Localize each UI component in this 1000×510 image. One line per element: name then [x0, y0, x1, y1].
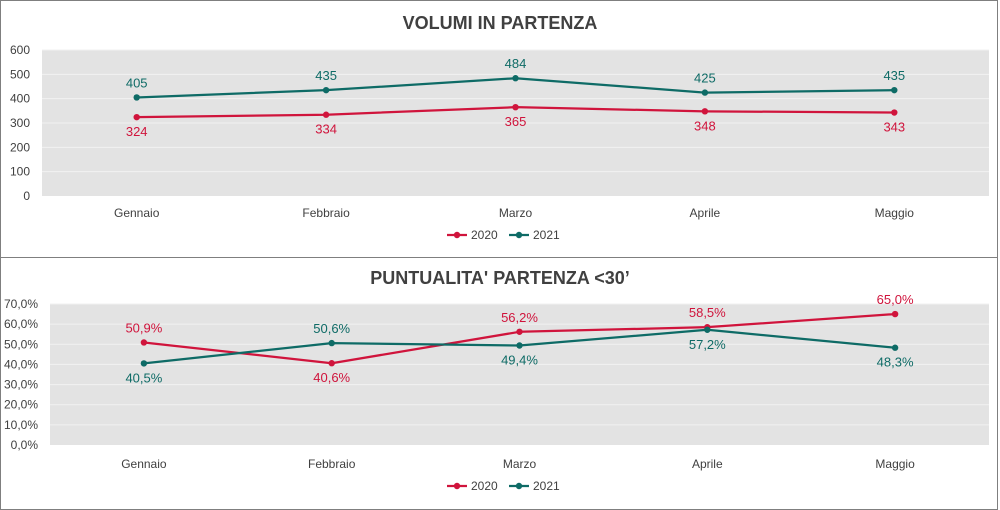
y-tick-label: 60,0% — [4, 317, 38, 331]
x-tick-label: Gennaio — [114, 206, 160, 220]
y-tick-label: 70,0% — [4, 297, 38, 311]
data-point-2020 — [516, 328, 523, 335]
data-label-2021: 425 — [694, 71, 716, 86]
puntualita-chart-panel: PUNTUALITA' PARTENZA <30’ 0,0% 10,0% 20,0% 3… — [0, 258, 998, 510]
data-point-2021 — [704, 326, 711, 333]
x-tick-label: Aprile — [692, 457, 723, 471]
data-point-2020 — [322, 111, 330, 118]
x-tick-label: Aprile — [690, 206, 721, 220]
data-point-2021 — [328, 339, 335, 347]
x-tick-label: Febbraio — [302, 206, 350, 220]
legend-label-2020: 2020 — [471, 228, 498, 242]
data-point-2020 — [133, 113, 140, 121]
data-point-2020 — [512, 103, 519, 111]
data-label-2020: 324 — [126, 124, 148, 139]
data-point-2021 — [891, 344, 899, 351]
y-tick-label: 0 — [23, 189, 30, 203]
x-tick-label: Marzo — [499, 206, 533, 220]
data-point-2020 — [140, 339, 148, 346]
data-label-2021: 49,4% — [501, 352, 538, 367]
volumi-chart-panel: VOLUMI IN PARTENZA 0 100 200 300 400 500 600 Gen… — [0, 0, 998, 258]
data-point-2021 — [516, 342, 523, 349]
y-tick-label: 0,0% — [11, 438, 39, 452]
data-label-2020: 343 — [883, 120, 905, 135]
data-label-2021: 484 — [505, 56, 527, 71]
y-tick-label: 30,0% — [4, 378, 38, 392]
data-label-2021: 48,3% — [877, 355, 914, 370]
data-label-2020: 58,5% — [689, 305, 726, 320]
data-label-2020: 65,0% — [877, 292, 914, 307]
data-point-2021 — [140, 360, 148, 367]
data-label-2021: 435 — [883, 68, 905, 83]
chart-title: VOLUMI IN PARTENZA — [403, 13, 598, 33]
data-point-2021 — [701, 89, 709, 96]
y-tick-label: 50,0% — [4, 337, 38, 351]
legend-marker-2020 — [453, 231, 461, 239]
legend-marker-2020 — [453, 482, 461, 490]
data-label-2021: 405 — [126, 75, 148, 90]
data-label-2020: 40,6% — [313, 370, 350, 385]
data-point-2020 — [701, 108, 709, 115]
y-tick-label: 200 — [10, 140, 30, 154]
data-label-2021: 57,2% — [689, 337, 726, 352]
data-label-2020: 334 — [315, 122, 337, 137]
puntualita-chart: PUNTUALITA' PARTENZA <30’ 0,0% 10,0% 20,0% 3… — [4, 268, 989, 493]
data-label-2021: 435 — [315, 68, 337, 83]
data-point-2021 — [322, 86, 330, 94]
y-tick-label: 600 — [10, 43, 30, 57]
data-label-2021: 50,6% — [313, 321, 350, 336]
data-label-2021: 40,5% — [125, 370, 162, 385]
y-tick-label: 20,0% — [4, 398, 38, 412]
x-tick-label: Maggio — [875, 457, 915, 471]
data-point-2020 — [328, 360, 335, 367]
x-tick-label: Febbraio — [308, 457, 356, 471]
y-tick-label: 40,0% — [4, 357, 38, 371]
y-tick-label: 400 — [10, 92, 30, 106]
chart-title: PUNTUALITA' PARTENZA <30’ — [370, 268, 629, 288]
plot-area — [50, 304, 989, 445]
legend-marker-2021 — [515, 482, 523, 490]
legend-marker-2021 — [515, 231, 523, 239]
data-point-2021 — [133, 94, 140, 101]
data-label-2020: 56,2% — [501, 310, 538, 325]
data-point-2020 — [891, 310, 899, 318]
y-tick-label: 500 — [10, 67, 30, 81]
legend-label-2021: 2021 — [533, 228, 560, 242]
y-tick-label: 10,0% — [4, 418, 38, 432]
data-label-2020: 365 — [505, 114, 527, 129]
data-label-2020: 348 — [694, 118, 716, 133]
x-tick-label: Maggio — [875, 206, 915, 220]
y-tick-label: 100 — [10, 165, 30, 179]
data-point-2021 — [891, 86, 898, 94]
volumi-chart: VOLUMI IN PARTENZA 0 100 200 300 400 500 600 Gen… — [10, 13, 989, 242]
data-point-2021 — [512, 75, 519, 82]
y-tick-label: 300 — [10, 116, 30, 130]
data-point-2020 — [891, 109, 898, 116]
x-tick-label: Gennaio — [121, 457, 167, 471]
legend-label-2020: 2020 — [471, 479, 498, 493]
data-label-2020: 50,9% — [125, 320, 162, 335]
x-tick-label: Marzo — [503, 457, 537, 471]
legend-label-2021: 2021 — [533, 479, 560, 493]
